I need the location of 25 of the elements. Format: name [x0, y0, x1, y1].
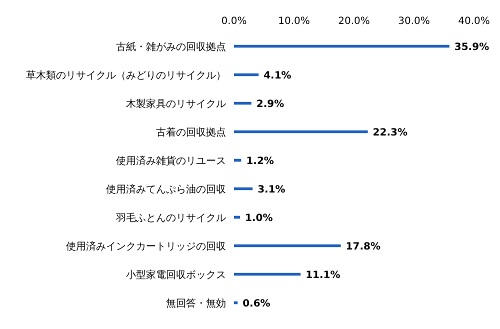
- y-tick-label: 使用済みインクカートリッジの回収: [66, 240, 226, 252]
- x-tick-label: 40.0%: [458, 16, 490, 27]
- data-label: 3.1%: [258, 184, 286, 196]
- data-label: 22.3%: [372, 127, 408, 138]
- y-tick-label: 草木類のリサイクル（みどりのリサイクル）: [26, 69, 226, 82]
- data-label: 4.1%: [264, 70, 292, 82]
- data-label: 0.6%: [242, 298, 270, 310]
- data-label: 2.9%: [256, 98, 284, 110]
- y-tick-label: 使用済み雑貨のリユース: [116, 154, 226, 167]
- x-tick-label: 0.0%: [221, 16, 247, 27]
- data-label: 1.0%: [245, 212, 273, 224]
- y-tick-label: 古着の回収拠点: [156, 126, 226, 138]
- y-tick-label: 古紙・雑がみの回収拠点: [116, 40, 226, 53]
- y-tick-label: 無回答・無効: [166, 297, 226, 310]
- data-label: 35.9%: [454, 42, 490, 53]
- y-tick-label: 使用済みてんぷら油の回収: [106, 183, 226, 196]
- data-label: 1.2%: [246, 156, 274, 167]
- data-label: 17.8%: [346, 241, 381, 252]
- x-tick-label: 30.0%: [398, 16, 430, 27]
- x-tick-label: 10.0%: [278, 16, 310, 27]
- y-tick-label: 羽毛ふとんのリサイクル: [116, 212, 226, 224]
- y-tick-label: 小型家電回収ボックス: [126, 268, 226, 281]
- x-tick-label: 20.0%: [338, 16, 370, 27]
- y-tick-label: 木製家具のリサイクル: [126, 98, 226, 110]
- data-label: 11.1%: [306, 270, 340, 281]
